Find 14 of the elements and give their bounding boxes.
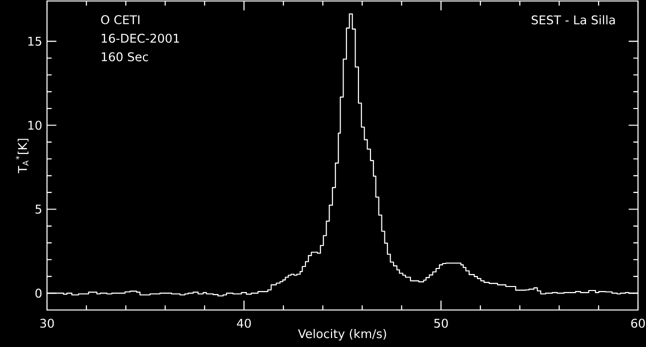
x-tick-label: 50 — [434, 318, 448, 328]
annotation: SEST - La Silla — [532, 15, 615, 24]
y-axis-title: T$_{A}$$^{*}$[K] — [16, 138, 29, 174]
x-tick-label: 30 — [40, 318, 54, 328]
x-axis-title: Velocity (km/s) — [298, 328, 386, 341]
y-tick-label: 5 — [36, 204, 42, 214]
x-tick-label: 60 — [631, 318, 645, 328]
y-tick-label: 0 — [35, 288, 42, 298]
y-tick-label: 15 — [28, 36, 42, 46]
annotation: O CETI — [101, 15, 140, 24]
annotation: 16-DEC-2001 — [102, 34, 180, 43]
y-tick-label: 10 — [28, 120, 42, 130]
annotation: 160 Sec — [102, 52, 148, 62]
x-tick-label: 40 — [236, 318, 251, 328]
